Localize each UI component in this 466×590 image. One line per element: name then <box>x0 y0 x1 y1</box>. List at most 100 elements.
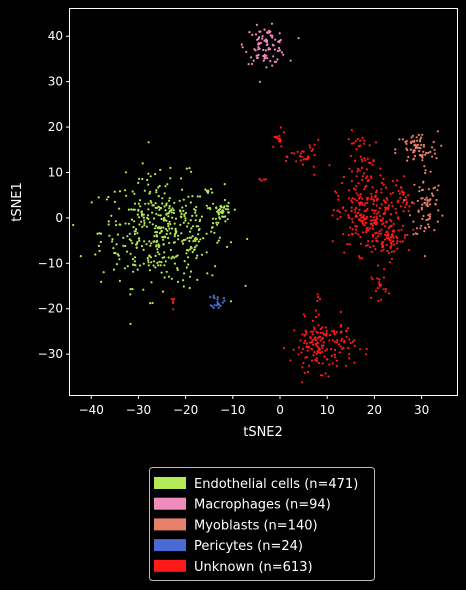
scatter-point <box>187 195 190 198</box>
scatter-point <box>99 240 102 244</box>
scatter-point <box>173 256 176 259</box>
scatter-point <box>437 209 440 212</box>
scatter-point <box>425 218 428 222</box>
scatter-point <box>158 208 161 211</box>
scatter-point <box>412 202 415 205</box>
scatter-point <box>156 248 159 251</box>
scatter-point <box>310 149 313 153</box>
scatter-point <box>355 148 358 151</box>
scatter-point <box>335 359 339 362</box>
scatter-point <box>386 236 389 239</box>
scatter-point <box>356 167 359 170</box>
scatter-point <box>364 202 367 205</box>
scatter-point <box>184 211 187 215</box>
scatter-point <box>247 63 250 66</box>
scatter-point <box>189 236 193 239</box>
scatter-point <box>359 193 362 196</box>
scatter-point <box>180 188 184 191</box>
scatter-point <box>302 158 305 161</box>
scatter-point <box>368 144 371 147</box>
scatter-point <box>361 197 364 200</box>
scatter-point <box>163 192 166 195</box>
scatter-point <box>389 238 392 242</box>
scatter-point <box>226 245 229 248</box>
scatter-point <box>129 288 132 291</box>
scatter-point <box>194 211 197 214</box>
scatter-point <box>387 208 390 211</box>
scatter-point <box>114 220 117 223</box>
scatter-point <box>302 362 305 365</box>
scatter-point <box>329 333 332 337</box>
scatter-point <box>140 210 144 213</box>
scatter-point <box>410 136 413 139</box>
scatter-point <box>347 214 350 217</box>
scatter-point <box>129 293 132 296</box>
scatter-point <box>302 150 305 153</box>
scatter-point <box>147 141 150 144</box>
scatter-point <box>216 303 219 306</box>
scatter-point <box>216 301 219 304</box>
scatter-point <box>150 261 153 264</box>
scatter-point <box>307 155 310 159</box>
scatter-point <box>158 184 161 188</box>
scatter-point <box>366 198 369 201</box>
scatter-point <box>306 349 309 352</box>
scatter-point <box>271 64 274 67</box>
scatter-point <box>148 269 152 272</box>
scatter-point <box>159 264 162 267</box>
scatter-point <box>225 204 229 207</box>
scatter-point <box>416 199 419 202</box>
scatter-point <box>400 186 403 189</box>
scatter-point <box>140 245 144 248</box>
scatter-point <box>415 227 418 230</box>
scatter-point <box>370 195 373 198</box>
scatter-point <box>376 221 379 224</box>
scatter-point <box>182 221 185 224</box>
scatter-point <box>372 202 375 206</box>
scatter-point <box>325 348 328 351</box>
scatter-point <box>113 190 116 193</box>
scatter-point <box>411 134 414 137</box>
scatter-point <box>195 225 198 228</box>
series-2-points <box>394 130 444 258</box>
scatter-point <box>435 157 438 160</box>
scatter-point <box>343 339 346 342</box>
scatter-point <box>183 213 186 216</box>
scatter-point <box>365 168 368 171</box>
scatter-point <box>149 175 152 178</box>
scatter-point <box>261 37 264 40</box>
scatter-point <box>152 264 155 267</box>
scatter-point <box>197 240 200 243</box>
scatter-point <box>163 216 166 219</box>
scatter-point <box>181 242 184 245</box>
scatter-point <box>428 198 431 201</box>
scatter-point <box>188 167 191 170</box>
scatter-point <box>423 165 426 168</box>
scatter-point <box>229 300 233 303</box>
scatter-point <box>176 268 179 272</box>
scatter-point <box>296 150 299 153</box>
scatter-point <box>353 159 357 163</box>
scatter-point <box>127 208 130 211</box>
scatter-point <box>383 268 386 271</box>
scatter-point <box>148 192 151 195</box>
scatter-point <box>364 185 367 189</box>
scatter-point <box>351 228 354 231</box>
scatter-point <box>408 214 412 217</box>
scatter-point <box>195 205 198 209</box>
scatter-point <box>405 198 408 201</box>
scatter-point <box>358 257 361 260</box>
scatter-point <box>259 30 262 33</box>
scatter-point <box>162 243 165 246</box>
scatter-point <box>304 157 307 160</box>
scatter-point <box>185 266 188 269</box>
scatter-point <box>162 219 165 222</box>
scatter-point <box>132 208 135 211</box>
scatter-point <box>421 156 424 159</box>
scatter-point <box>416 232 419 236</box>
scatter-point <box>426 201 429 204</box>
scatter-point <box>428 215 432 218</box>
scatter-point <box>195 238 198 241</box>
scatter-point <box>436 220 439 223</box>
scatter-point <box>146 214 150 217</box>
